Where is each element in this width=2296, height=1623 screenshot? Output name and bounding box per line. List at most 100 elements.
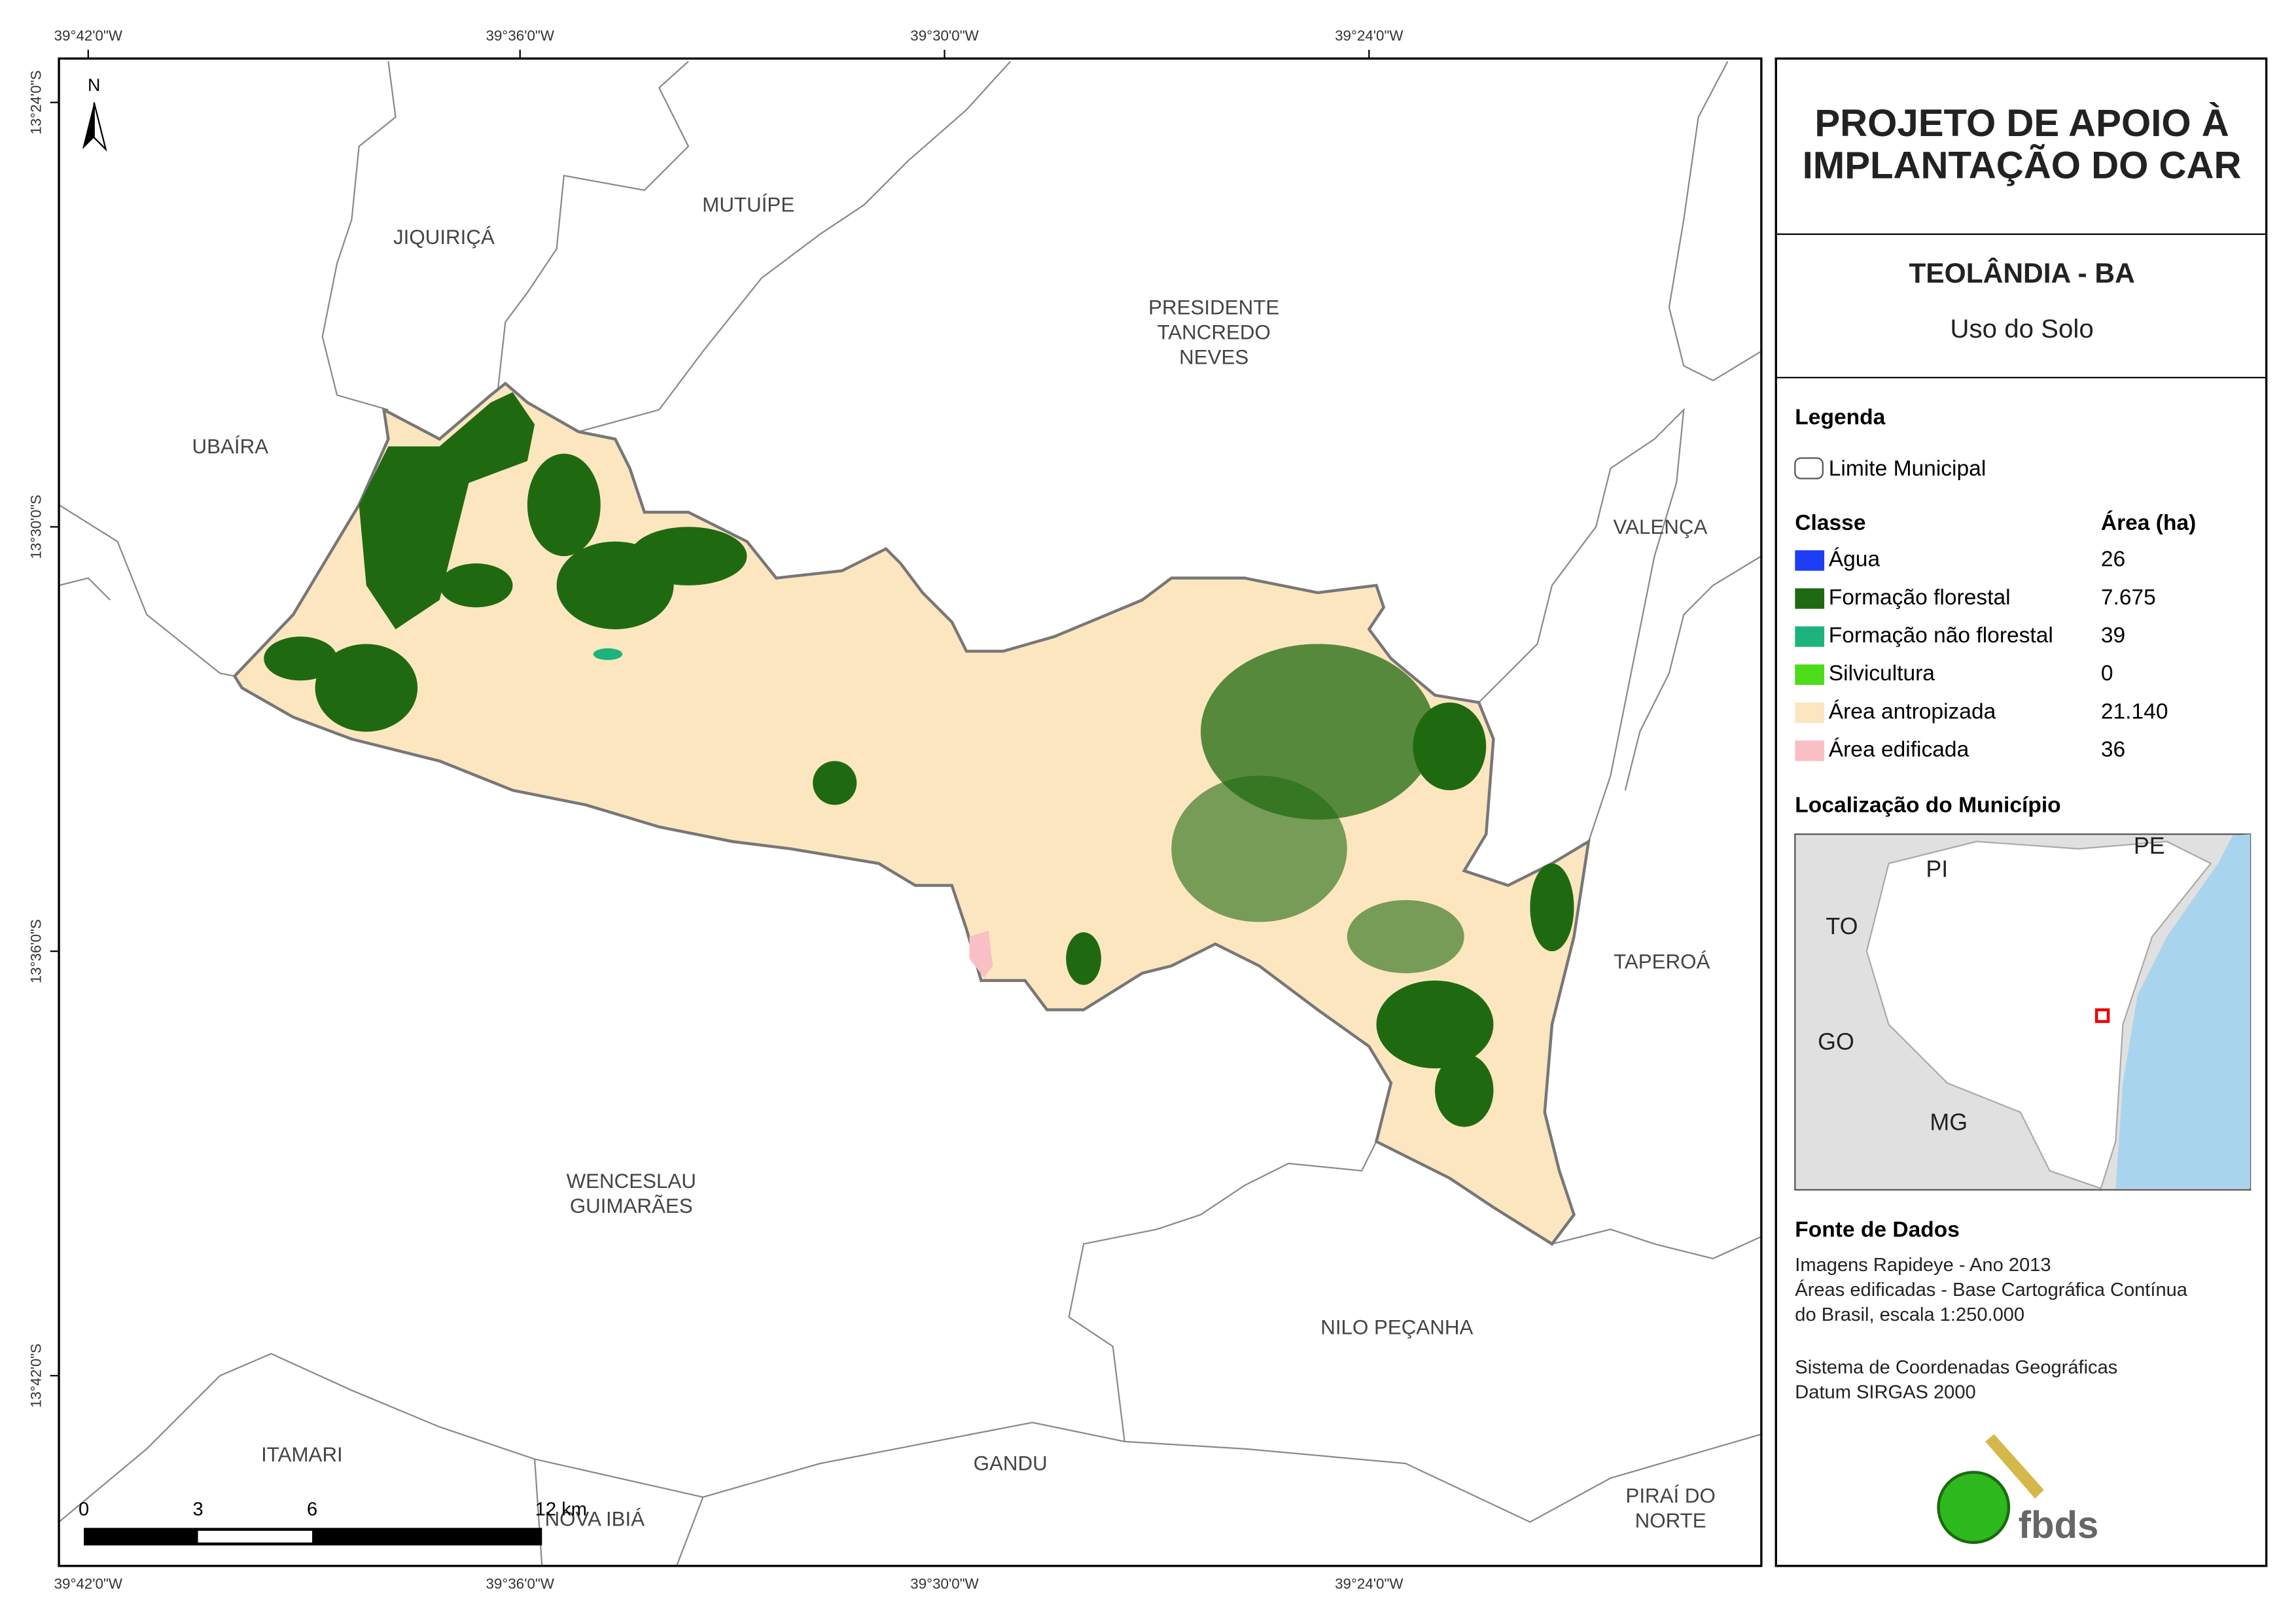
logo-circle	[1937, 1471, 2011, 1544]
class-name: Formação não florestal	[1829, 623, 2053, 648]
logo-text: fbds	[2019, 1504, 2099, 1546]
class-name: Água	[1829, 548, 1881, 572]
municipal-boundaries	[58, 61, 1762, 1567]
class-name: Área edificada	[1829, 738, 1969, 762]
title: PROJETO DE APOIO À	[1814, 102, 2229, 145]
municipality-label: WENCESLAU	[567, 1170, 696, 1193]
municipality-label: VALENÇA	[1614, 515, 1708, 538]
logo-bar	[1985, 1434, 2044, 1499]
class-header: Classe	[1795, 511, 1865, 535]
latitude-label: 13°42'0"S	[27, 1344, 44, 1408]
state-label: MG	[1930, 1109, 1968, 1136]
longitude-label: 39°36'0"W	[486, 1576, 555, 1592]
forest	[1347, 899, 1464, 973]
latitude-label: 13°30'0"S	[27, 495, 44, 559]
state-label: TO	[1826, 913, 1858, 939]
source-line: Sistema de Coordenadas Geográficas	[1795, 1357, 2117, 1378]
state-label: PI	[1926, 856, 1948, 882]
arrow-left	[82, 102, 94, 150]
boundary	[1668, 61, 1762, 381]
forest	[813, 761, 857, 805]
municipality-label: TAPEROÁ	[1614, 950, 1710, 973]
class-swatch	[1795, 740, 1825, 761]
longitude-label: 39°42'0"W	[54, 27, 123, 44]
forest	[1434, 1053, 1494, 1127]
sources-title: Fonte de Dados	[1795, 1217, 1960, 1242]
forest	[1376, 980, 1494, 1069]
municipality-label: NEVES	[1179, 345, 1248, 368]
scale-bar	[84, 1527, 542, 1546]
municipality-label: NILO PEÇANHA	[1320, 1316, 1473, 1339]
longitude-label: 39°36'0"W	[486, 27, 555, 44]
boundary	[58, 1353, 1762, 1523]
class-swatch	[1795, 664, 1825, 685]
forest	[439, 563, 513, 608]
longitude-label: 39°24'0"W	[1335, 27, 1404, 44]
state-label: GO	[1818, 1029, 1854, 1055]
scale-label: 6	[307, 1499, 317, 1520]
source-line: Datum SIRGAS 2000	[1795, 1382, 1975, 1403]
title: IMPLANTAÇÃO DO CAR	[1803, 145, 2242, 187]
source-line: Imagens Rapideye - Ano 2013	[1795, 1255, 2051, 1276]
location-marker	[2094, 1008, 2110, 1023]
theme: Uso do Solo	[1950, 314, 2093, 343]
boundary	[58, 504, 235, 677]
longitude-label: 39°24'0"W	[1335, 1576, 1404, 1592]
forest	[1171, 775, 1347, 922]
forest	[1066, 932, 1101, 985]
class-swatch	[1795, 626, 1825, 647]
municipality-label: MUTUÍPE	[702, 194, 794, 217]
north-label: N	[88, 75, 100, 95]
municipality-label: NORTE	[1635, 1509, 1706, 1532]
class-area: 39	[2101, 623, 2125, 648]
forest	[527, 453, 601, 557]
longitude-label: 39°42'0"W	[54, 1576, 123, 1592]
boundary-swatch	[1794, 457, 1824, 480]
class-name: Formação florestal	[1829, 585, 2011, 610]
built-area	[969, 930, 993, 978]
municipality-label: JIQUIRIÇÁ	[393, 226, 495, 249]
bahia	[1865, 841, 2212, 1189]
class-area: 0	[2101, 661, 2113, 686]
boundary	[321, 61, 397, 411]
latitude-label: 13°24'0"S	[27, 70, 44, 134]
boundary	[58, 577, 111, 601]
municipality-label: PIRAÍ DO	[1625, 1484, 1715, 1507]
longitude-label: 39°30'0"W	[910, 27, 979, 44]
map: N JIQUIRIÇÁ MUTUÍPE PRESIDENTETANCREDONEVE…	[58, 58, 1762, 1567]
class-swatch	[1795, 588, 1825, 609]
boundary	[1551, 1229, 1762, 1260]
map-frame	[58, 57, 1763, 1567]
scale-label: 0	[79, 1499, 89, 1520]
ocean	[2115, 834, 2251, 1189]
north-arrow: N	[82, 75, 107, 152]
municipality-label: NOVA IBIÁ	[545, 1508, 645, 1531]
location-title: Localização do Município	[1795, 794, 2060, 818]
forest	[359, 392, 535, 629]
arrow-right	[93, 102, 107, 152]
municipality-label: GUIMARÃES	[570, 1195, 693, 1217]
class-area: 21.140	[2101, 699, 2168, 724]
municipality-label: UBAÍRA	[192, 435, 269, 458]
panel-frame	[1775, 57, 2268, 1567]
logo: fbds	[1937, 1434, 2099, 1546]
scale-segment	[84, 1527, 542, 1546]
boundary	[1624, 555, 1762, 791]
forest	[629, 527, 747, 585]
class-name: Silvicultura	[1829, 661, 1935, 686]
forest	[315, 644, 418, 732]
boundary	[497, 61, 690, 388]
location-inset	[1794, 833, 2252, 1191]
boundary	[578, 61, 1012, 433]
non-forest	[593, 648, 623, 660]
boundary	[1068, 1141, 1377, 1442]
class-name: Área antropizada	[1829, 699, 1996, 724]
class-swatch	[1795, 550, 1825, 571]
municipality-label: TANCREDO	[1157, 321, 1270, 343]
forest-patches	[264, 392, 1574, 1127]
legend-title: Legenda	[1795, 406, 1885, 430]
class-area: 36	[2101, 738, 2125, 762]
municipality-label: PRESIDENTE	[1148, 296, 1279, 319]
